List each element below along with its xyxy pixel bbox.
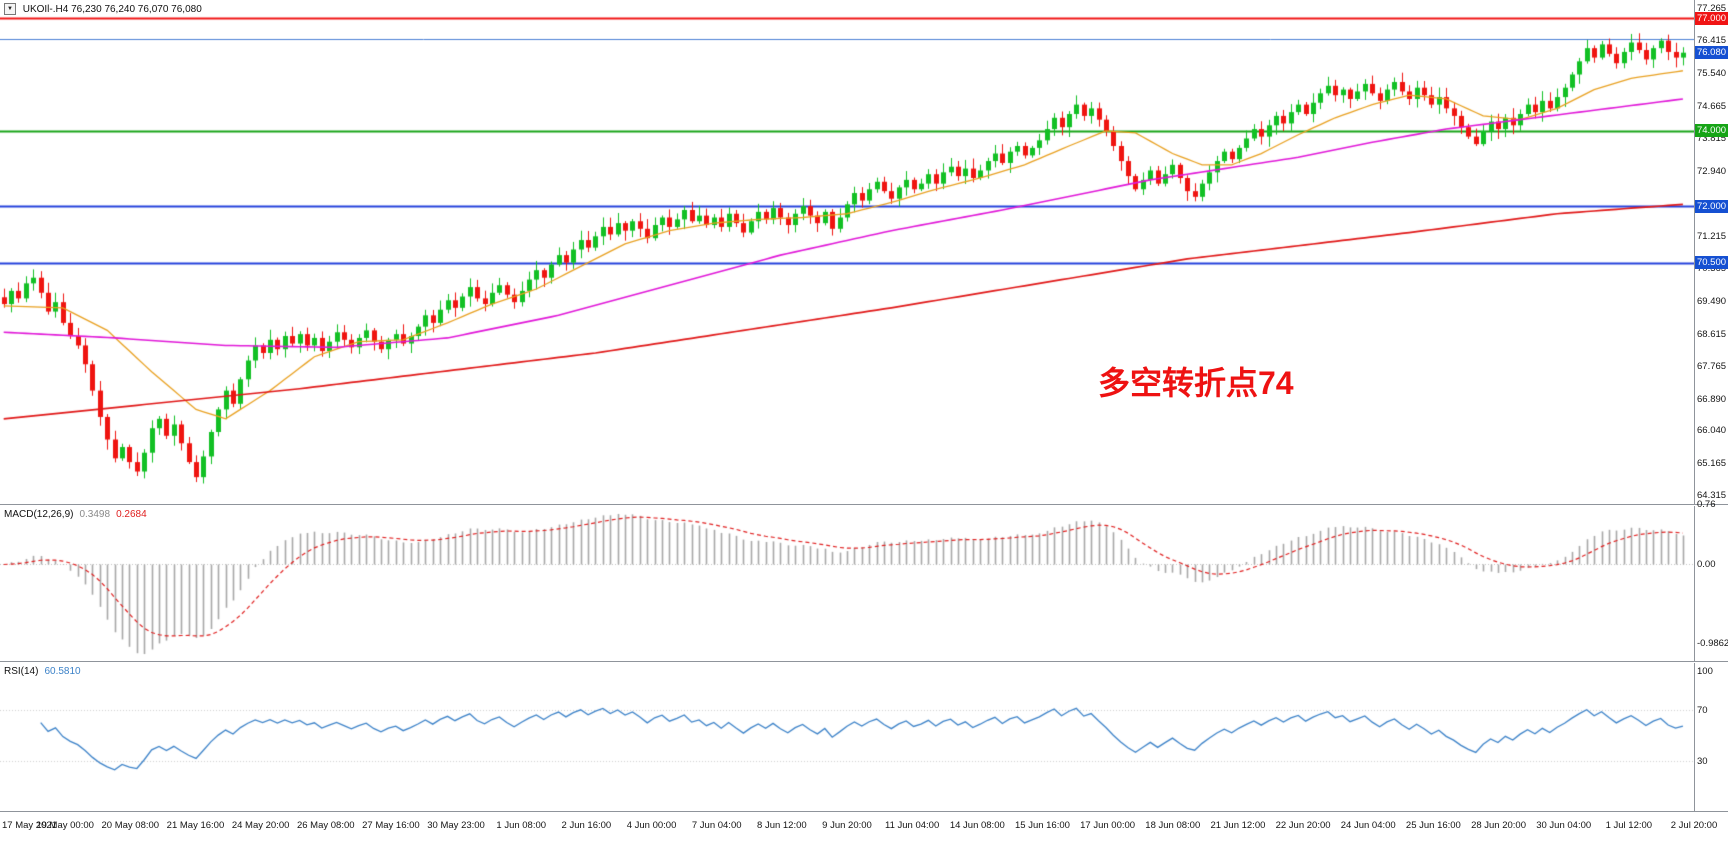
- time-axis-label: 8 Jun 12:00: [757, 820, 807, 831]
- time-axis-label: 9 Jun 20:00: [822, 820, 872, 831]
- price-badge: 72.000: [1695, 199, 1728, 213]
- time-axis-label: 22 Jun 20:00: [1275, 820, 1331, 831]
- time-axis-label: 7 Jun 04:00: [691, 820, 742, 831]
- time-axis-label: 24 May 20:00: [231, 820, 290, 831]
- rsi-canvas[interactable]: [0, 663, 1694, 812]
- macd-canvas[interactable]: [0, 506, 1694, 662]
- price-tick: 66.040: [1697, 425, 1727, 437]
- price-badge: 74.000: [1695, 124, 1728, 138]
- time-axis[interactable]: 17 May 2021 19 May 00:00 20 May 08:00 21 Ma…: [0, 813, 1728, 841]
- time-axis-label: 26 May 08:00: [296, 820, 355, 831]
- main-chart-canvas[interactable]: [0, 0, 1694, 505]
- rsi-panel: RSI(14) 60.5810 100 70 30: [0, 663, 1728, 812]
- time-axis-label: 25 Jun 16:00: [1405, 820, 1461, 831]
- macd-axis-label: -0.9862: [1697, 638, 1728, 650]
- price-tick: 71.215: [1697, 230, 1727, 242]
- rsi-axis-label: 70: [1697, 704, 1708, 716]
- time-axis-label: 24 Jun 04:00: [1340, 820, 1396, 831]
- price-tick: 73.815: [1697, 132, 1727, 144]
- rsi-value: 60.5810: [44, 666, 81, 677]
- price-tick: 69.490: [1697, 295, 1727, 307]
- rsi-axis-label: 100: [1697, 666, 1713, 677]
- price-tick: 67.765: [1697, 360, 1727, 372]
- price-tick: 68.615: [1697, 328, 1727, 340]
- time-axis-label: 21 May 16:00: [166, 820, 225, 831]
- price-axis[interactable]: 77.265 76.415 75.540 74.665 73.815 72.940 72.0…: [1694, 0, 1728, 504]
- price-tick: 77.265: [1697, 3, 1727, 15]
- time-axis-label: 19 May 00:00: [36, 820, 94, 831]
- price-tick: 64.315: [1697, 490, 1727, 502]
- time-axis-label: 4 Jun 00:00: [626, 820, 677, 831]
- price-badge: 76.080: [1695, 46, 1728, 60]
- rsi-title-bar: RSI(14) 60.5810: [4, 666, 81, 677]
- macd-panel: MACD(12,26,9) 0.3498 0.2684 0.76 0.00 -0.986…: [0, 499, 1728, 662]
- price-tick: 65.165: [1697, 458, 1727, 470]
- time-axis-label: 17 May 2021: [2, 820, 57, 831]
- macd-value-main: 0.3498: [79, 509, 111, 520]
- rsi-title: RSI(14): [4, 666, 39, 677]
- chart-title-bar: ▼ UKOIl-.H4 76,230 76,240 76,070 76,080: [4, 3, 202, 15]
- chart-annotation-text[interactable]: 多空转折点74: [1098, 365, 1294, 401]
- price-tick: 72.940: [1697, 165, 1727, 177]
- time-axis-label: 1 Jul 12:00: [1605, 820, 1653, 831]
- time-axis-label: 15 Jun 16:00: [1014, 820, 1070, 831]
- time-axis-label: 2 Jun 16:00: [561, 820, 612, 831]
- rsi-axis[interactable]: 100 70 30: [1694, 663, 1728, 811]
- time-axis-label: 1 Jun 08:00: [496, 820, 547, 831]
- macd-title: MACD(12,26,9): [4, 509, 74, 520]
- time-axis-label: 11 Jun 04:00: [885, 820, 940, 831]
- rsi-axis-label: 30: [1697, 756, 1708, 768]
- macd-axis[interactable]: 0.76 0.00 -0.9862: [1694, 499, 1728, 661]
- price-tick: 76.415: [1697, 35, 1727, 47]
- price-tick: 66.890: [1697, 393, 1727, 405]
- price-tick: 74.665: [1697, 100, 1727, 112]
- price-tick: 75.540: [1697, 68, 1727, 79]
- time-axis-label: 18 Jun 08:00: [1145, 820, 1201, 831]
- time-axis-label: 14 Jun 08:00: [949, 820, 1005, 831]
- price-badge: 77.000: [1695, 11, 1728, 25]
- macd-axis-label: 0.00: [1697, 559, 1716, 571]
- time-axis-label: 2 Jul 20:00: [1670, 820, 1718, 831]
- time-axis-label: 17 Jun 00:00: [1080, 820, 1136, 831]
- macd-title-bar: MACD(12,26,9) 0.3498 0.2684: [4, 509, 147, 520]
- time-axis-label: 30 Jun 04:00: [1536, 820, 1592, 831]
- time-axis-label: 30 May 23:00: [427, 820, 485, 831]
- symbol-dropdown-icon[interactable]: ▼: [4, 3, 16, 15]
- time-axis-label: 28 Jun 20:00: [1471, 820, 1526, 831]
- main-chart-panel: ▼ UKOIl-.H4 76,230 76,240 76,070 76,080 …: [0, 0, 1728, 505]
- time-axis-label: 20 May 08:00: [101, 820, 160, 831]
- price-badge: 70.500: [1695, 256, 1728, 270]
- time-axis-label: 21 Jun 12:00: [1210, 820, 1266, 831]
- symbol-ohlc-title: UKOIl-.H4 76,230 76,240 76,070 76,080: [22, 4, 202, 15]
- macd-axis-label: 0.76: [1697, 498, 1716, 510]
- macd-value-signal: 0.2684: [116, 509, 147, 520]
- time-axis-label: 27 May 16:00: [362, 820, 420, 831]
